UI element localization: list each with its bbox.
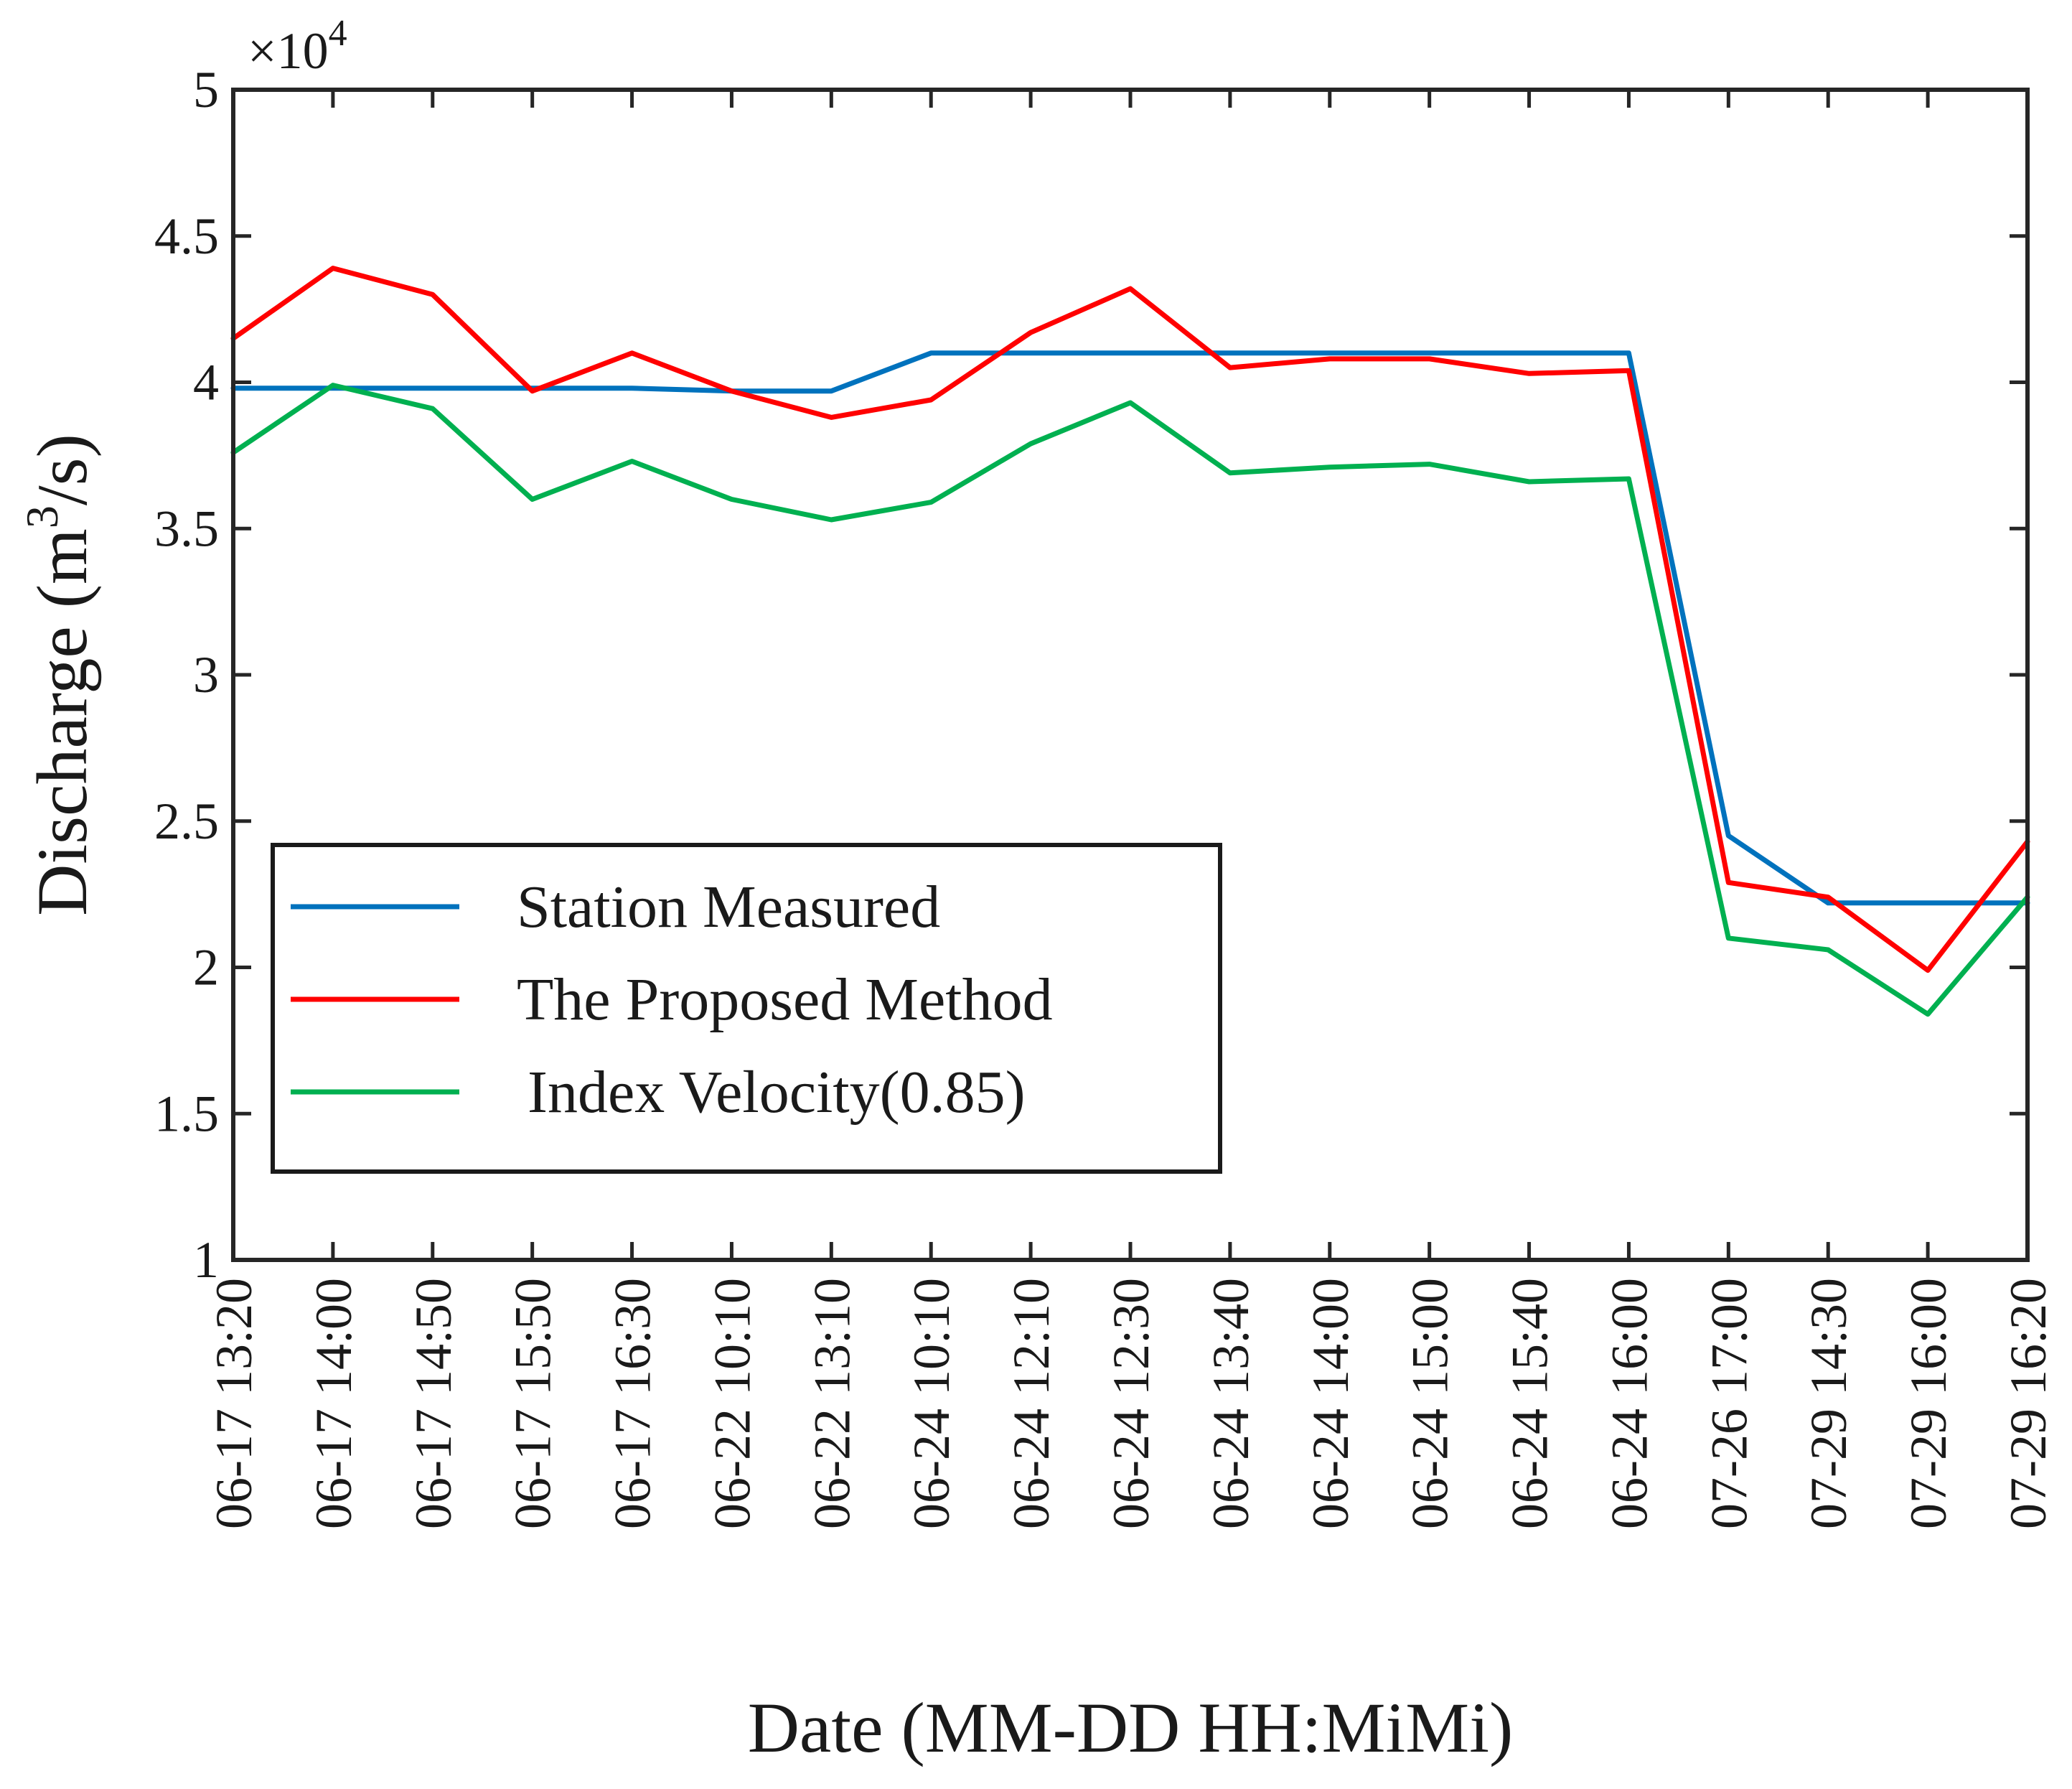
x-tick-label: 06-24 12:30 — [1102, 1278, 1160, 1529]
y-tick-label: 5 — [193, 61, 219, 118]
data-point — [1626, 476, 1631, 481]
data-point — [729, 388, 734, 393]
data-point — [1527, 350, 1532, 355]
x-tick-label: 07-29 14:30 — [1800, 1278, 1857, 1529]
data-point — [829, 388, 834, 393]
data-point — [1427, 462, 1432, 467]
data-point — [1028, 350, 1033, 355]
y-tick-label: 2 — [193, 939, 219, 996]
data-point — [1826, 948, 1831, 953]
data-point — [430, 386, 435, 391]
y-axis-title-main: Discharge (m — [22, 528, 102, 916]
y-axis-title: Discharge (m3/s) — [17, 434, 102, 916]
legend-box — [271, 843, 1222, 1174]
y-axis: 1 1.5 2 2.5 3 3.5 4 4.5 5 — [154, 61, 2028, 1289]
data-point — [629, 350, 634, 355]
data-point — [1427, 350, 1432, 355]
data-point — [1028, 330, 1033, 335]
x-tick-label: 06-17 13:20 — [205, 1278, 263, 1529]
x-tick-label: 06-24 15:00 — [1402, 1278, 1459, 1529]
data-point — [1527, 480, 1532, 485]
data-point — [1826, 894, 1831, 900]
data-point — [1926, 900, 1931, 905]
data-point — [1527, 371, 1532, 376]
data-point — [330, 266, 335, 271]
data-point — [929, 350, 934, 355]
data-point — [1327, 356, 1332, 361]
data-point — [1826, 900, 1831, 905]
legend-label: Station Measured — [517, 874, 940, 940]
y-axis-title-sup: 3 — [17, 505, 67, 528]
x-tick-label: 07-26 17:00 — [1700, 1278, 1758, 1529]
x-tick-label: 06-22 13:10 — [803, 1278, 861, 1529]
data-point — [1327, 350, 1332, 355]
x-axis: 06-17 13:20 06-17 14:00 06-17 14:50 06-17 1… — [205, 90, 2057, 1529]
data-point — [530, 388, 535, 393]
data-point — [929, 500, 934, 505]
data-point — [430, 406, 435, 411]
data-point — [829, 415, 834, 420]
x-tick-label: 06-24 15:40 — [1501, 1278, 1559, 1529]
legend: Station Measured The Proposed Method Index… — [271, 843, 1222, 1174]
data-point — [629, 459, 634, 464]
x-tick-label: 06-24 10:10 — [903, 1278, 960, 1529]
x-tick-label: 06-24 13:40 — [1202, 1278, 1260, 1529]
data-point — [1926, 1012, 1931, 1017]
x-tick-label: 06-24 16:00 — [1600, 1278, 1658, 1529]
data-point — [1726, 935, 1731, 940]
data-point — [1128, 286, 1133, 291]
x-tick-label: 06-24 12:10 — [1003, 1278, 1060, 1529]
data-point — [929, 397, 934, 402]
data-point — [1926, 968, 1931, 973]
y-tick-label: 3 — [193, 646, 219, 704]
data-point — [629, 386, 634, 391]
plot-frame — [231, 88, 2030, 1262]
exponent-base: ×10 — [248, 22, 329, 80]
y-tick-label: 3.5 — [154, 500, 219, 557]
y-scale-exponent: ×104 — [248, 13, 347, 80]
x-tick-label: 07-29 16:20 — [2000, 1278, 2057, 1529]
x-tick-label: 06-17 15:50 — [505, 1278, 562, 1529]
data-point — [1626, 350, 1631, 355]
exponent-power: 4 — [329, 13, 347, 54]
data-point — [829, 518, 834, 523]
data-point — [1227, 350, 1232, 355]
data-point — [330, 383, 335, 388]
data-point — [1327, 464, 1332, 470]
x-tick-label: 07-29 16:00 — [1900, 1278, 1957, 1529]
data-point — [1626, 368, 1631, 373]
data-point — [1726, 833, 1731, 839]
y-tick-label: 1 — [193, 1231, 219, 1289]
x-axis-title: Date (MM-DD HH:MiMi) — [748, 1688, 1514, 1767]
y-tick-label: 2.5 — [154, 793, 219, 850]
data-point — [1427, 356, 1432, 361]
y-tick-label: 1.5 — [154, 1085, 219, 1142]
legend-label: Index Velocity(0.85) — [528, 1059, 1026, 1126]
data-point — [530, 497, 535, 502]
data-point — [430, 292, 435, 297]
data-point — [1128, 350, 1133, 355]
data-point — [1726, 880, 1731, 885]
x-tick-label: 06-24 14:00 — [1302, 1278, 1359, 1529]
data-point — [1227, 365, 1232, 370]
x-tick-label: 06-17 16:30 — [604, 1278, 662, 1529]
data-point — [1227, 470, 1232, 475]
x-tick-label: 06-17 14:50 — [405, 1278, 462, 1529]
y-tick-label: 4.5 — [154, 207, 219, 265]
series-layer — [230, 266, 2030, 1017]
x-tick-label: 06-17 14:00 — [305, 1278, 362, 1529]
data-point — [1028, 442, 1033, 447]
y-tick-label: 4 — [193, 354, 219, 411]
legend-label: The Proposed Method — [517, 966, 1053, 1033]
y-axis-title-tail: /s) — [22, 434, 102, 505]
x-tick-label: 06-22 10:10 — [703, 1278, 761, 1529]
data-point — [729, 497, 734, 502]
data-point — [1128, 401, 1133, 406]
